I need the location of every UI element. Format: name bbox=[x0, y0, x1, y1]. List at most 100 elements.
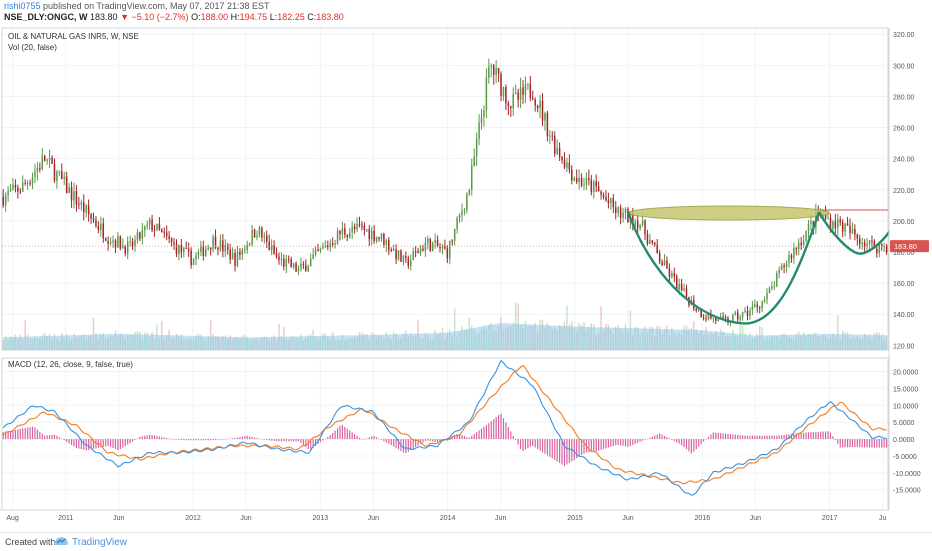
candle-body bbox=[797, 242, 800, 250]
histogram-bar bbox=[258, 438, 261, 440]
candle-body bbox=[161, 229, 163, 232]
candle-body bbox=[517, 92, 519, 100]
histogram-bar bbox=[832, 436, 834, 440]
candle-body bbox=[412, 251, 414, 261]
candle-body bbox=[63, 176, 65, 180]
candle-body bbox=[112, 240, 114, 243]
candle-body bbox=[463, 210, 466, 212]
candle-body bbox=[231, 253, 234, 260]
histogram-bar bbox=[151, 434, 153, 440]
histogram-bar bbox=[375, 437, 378, 440]
time-tick-label: 2012 bbox=[185, 515, 201, 522]
histogram-bar bbox=[663, 435, 666, 440]
histogram-bar bbox=[366, 438, 368, 440]
histogram-bar bbox=[610, 439, 612, 447]
histogram-bar bbox=[537, 439, 539, 450]
candle-body bbox=[219, 240, 222, 250]
candle-body bbox=[614, 207, 617, 213]
histogram-bar bbox=[358, 437, 361, 440]
candle-body bbox=[129, 241, 131, 243]
candle-body bbox=[192, 259, 195, 265]
candle-body bbox=[424, 242, 427, 251]
candle-body bbox=[573, 178, 576, 181]
candle-body bbox=[302, 263, 305, 265]
down-arrow-icon: ▼ bbox=[120, 12, 129, 22]
candle-body bbox=[390, 250, 392, 252]
histogram-bar bbox=[339, 425, 341, 440]
histogram-bar bbox=[332, 432, 334, 440]
histogram-bar bbox=[131, 439, 134, 442]
histogram-bar bbox=[307, 439, 309, 450]
candle-body bbox=[744, 310, 746, 313]
histogram-bar bbox=[100, 439, 102, 448]
histogram-bar bbox=[161, 436, 163, 440]
candle-body bbox=[785, 263, 788, 268]
candle-body bbox=[649, 240, 651, 244]
histogram-bar bbox=[171, 439, 173, 440]
volume-bar bbox=[2, 340, 4, 350]
histogram-bar bbox=[468, 437, 470, 440]
price-tick-label: 260.00 bbox=[893, 126, 915, 133]
candle-body bbox=[446, 248, 449, 259]
volume-label: Vol (20, false) bbox=[8, 43, 57, 52]
candle-body bbox=[102, 223, 105, 239]
volume-bar bbox=[24, 320, 26, 350]
candle-body bbox=[510, 106, 512, 109]
histogram-bar bbox=[195, 439, 197, 441]
candle-body bbox=[17, 187, 19, 192]
time-tick-label: Aug bbox=[6, 515, 19, 522]
histogram-bar bbox=[285, 439, 287, 442]
histogram-bar bbox=[871, 439, 873, 448]
histogram-bar bbox=[622, 439, 624, 446]
time-tick-label: 2011 bbox=[58, 515, 73, 522]
histogram-bar bbox=[439, 439, 441, 442]
histogram-bar bbox=[173, 439, 175, 440]
histogram-bar bbox=[690, 439, 692, 454]
candle-body bbox=[229, 249, 231, 260]
volume-bar bbox=[837, 315, 839, 350]
publish-line: rishi0755 published on TradingView.com, … bbox=[4, 1, 270, 12]
candle-body bbox=[36, 167, 39, 172]
histogram-bar bbox=[192, 439, 195, 441]
candle-body bbox=[553, 136, 556, 154]
ohlc-low-label: L: bbox=[269, 12, 278, 22]
histogram-bar bbox=[588, 439, 590, 453]
histogram-bar bbox=[39, 431, 41, 440]
histogram-bar bbox=[639, 439, 641, 442]
tradingview-brand[interactable]: TradingView bbox=[72, 537, 128, 548]
histogram-bar bbox=[297, 439, 300, 442]
histogram-bar bbox=[756, 435, 758, 440]
histogram-bar bbox=[576, 439, 578, 459]
candle-body bbox=[236, 251, 239, 266]
candle-body bbox=[641, 220, 644, 226]
candle-body bbox=[158, 223, 161, 230]
candle-body bbox=[627, 208, 629, 223]
candle-body bbox=[419, 248, 422, 254]
histogram-bar bbox=[185, 439, 187, 441]
candle-body bbox=[541, 100, 544, 121]
histogram-bar bbox=[739, 435, 741, 440]
price-tick-label: 220.00 bbox=[893, 188, 915, 195]
candle-body bbox=[632, 211, 634, 226]
histogram-bar bbox=[14, 429, 17, 440]
author-link[interactable]: rishi0755 bbox=[4, 1, 41, 11]
histogram-bar bbox=[773, 435, 775, 440]
histogram-bar bbox=[427, 439, 429, 441]
histogram-bar bbox=[341, 425, 344, 440]
candle-body bbox=[812, 221, 815, 228]
candle-body bbox=[773, 286, 776, 288]
candle-body bbox=[109, 242, 112, 244]
histogram-bar bbox=[356, 435, 358, 440]
histogram-bar bbox=[405, 439, 407, 454]
histogram-bar bbox=[873, 439, 875, 448]
candle-body bbox=[370, 230, 373, 239]
histogram-bar bbox=[595, 439, 597, 452]
histogram-bar bbox=[573, 439, 575, 460]
candle-body bbox=[802, 240, 805, 245]
chart-canvas[interactable]: 320.00 300.00 280.00 260.00 240.00 220.00 200.… bbox=[0, 24, 932, 532]
candle-body bbox=[153, 230, 156, 232]
histogram-bar bbox=[466, 437, 468, 440]
candle-body bbox=[427, 238, 429, 243]
candle-body bbox=[527, 84, 529, 86]
histogram-bar bbox=[839, 439, 841, 448]
